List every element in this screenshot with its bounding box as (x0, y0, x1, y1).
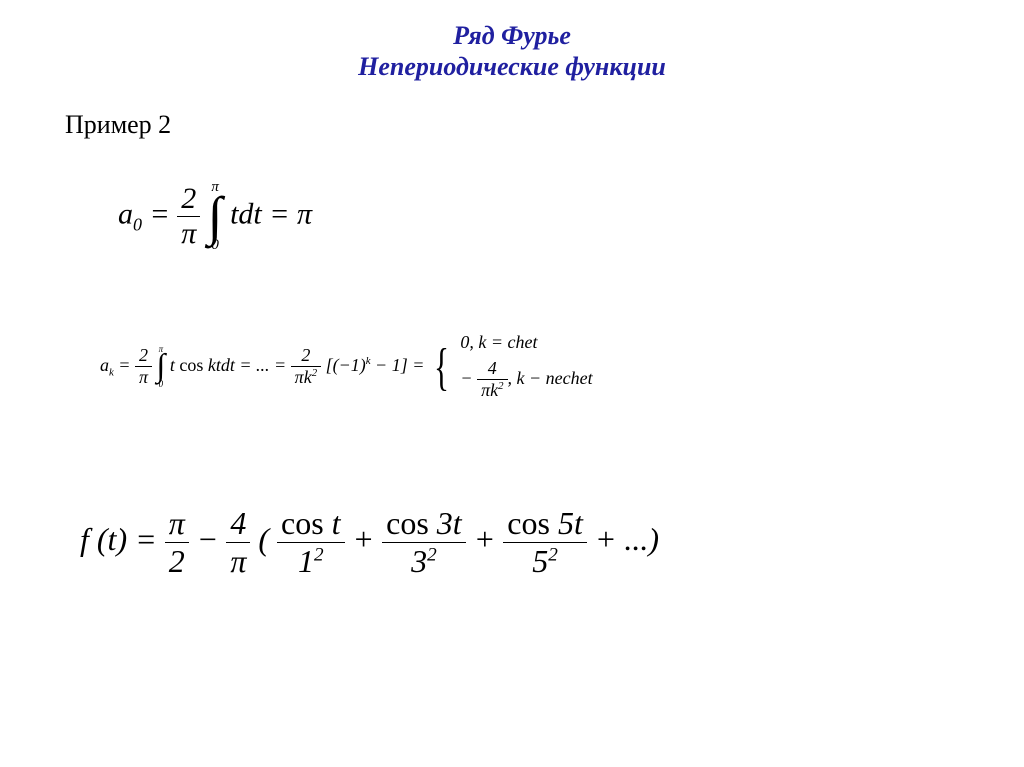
ak-integrand-pre: t (170, 355, 180, 375)
title-line-2: Непериодические функции (0, 51, 1024, 82)
a0-frac1-num: 2 (177, 182, 200, 217)
ak-frac1: 2 π (135, 345, 152, 388)
ak-sub: k (109, 367, 114, 379)
ak-cases: 0, k = chet − 4 πk2 , k − nechet (460, 330, 592, 404)
a0-eq: = (150, 197, 170, 230)
ak-case2: − 4 πk2 , k − nechet (460, 356, 592, 404)
formula-ft: f (t) = π 2 − 4 π ( cos t 12 + cos 3t 32… (80, 505, 659, 580)
a0-frac1-den: π (177, 217, 200, 251)
ft-end: + ...) (595, 521, 659, 557)
ak-frac2: 2 πk2 (291, 345, 321, 388)
ak-bracket-end: − 1] = (371, 355, 425, 375)
a0-sub: 0 (133, 214, 142, 234)
ak-integrand-cos: cos (179, 355, 203, 375)
ft-c2: cos 3t 32 (382, 505, 466, 580)
ak-bracket: [(−1) (326, 355, 366, 375)
ft-t1: π 2 (165, 505, 189, 580)
ak-eq: = (118, 355, 130, 375)
example-label: Пример 2 (65, 110, 171, 140)
title-line-1: Ряд Фурье (0, 20, 1024, 51)
a0-frac1: 2 π (177, 182, 200, 251)
ak-case1: 0, k = chet (460, 330, 592, 356)
ak-frac1-num: 2 (135, 345, 152, 367)
formula-a0: a0 = 2 π π ∫ 0 tdt = π (118, 180, 312, 253)
ak-frac2-den: πk2 (291, 367, 321, 388)
ft-plus2: + (474, 521, 496, 557)
a0-var: a (118, 197, 133, 230)
a0-rhs: = π (269, 197, 312, 230)
ak-integrand-post: ktdt (203, 355, 235, 375)
ak-dots: = ... = (239, 355, 286, 375)
ft-open: ( (258, 521, 269, 557)
a0-integral: π ∫ 0 (208, 180, 223, 253)
ft-lhs: f (t) = (80, 521, 157, 557)
a0-int-symbol: ∫ (208, 195, 223, 238)
ft-minus: − (197, 521, 219, 557)
ak-case2-frac: 4 πk2 (477, 358, 507, 402)
ak-frac1-den: π (135, 367, 152, 388)
ak-var: a (100, 355, 109, 375)
a0-integrand: tdt (230, 197, 262, 230)
ft-plus1: + (353, 521, 375, 557)
formula-ak: ak = 2 π π ∫ 0 t cos ktdt = ... = 2 πk2 … (100, 330, 593, 404)
ak-integral: π ∫ 0 (156, 345, 165, 389)
ak-frac2-num: 2 (291, 345, 321, 367)
ak-int-symbol: ∫ (156, 354, 165, 380)
ft-c3: cos 5t 52 (503, 505, 587, 580)
ft-c1: cos t 12 (277, 505, 345, 580)
ft-t2: 4 π (226, 505, 250, 580)
ak-brace: { (434, 341, 449, 393)
slide-title: Ряд Фурье Непериодические функции (0, 0, 1024, 82)
